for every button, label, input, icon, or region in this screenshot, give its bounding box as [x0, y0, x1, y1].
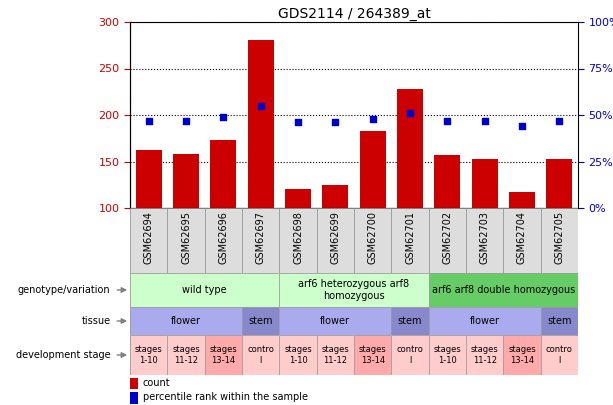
Text: GSM62703: GSM62703	[479, 211, 490, 264]
Text: GSM62702: GSM62702	[443, 211, 452, 264]
Text: arf6 arf8 double homozygous: arf6 arf8 double homozygous	[432, 285, 575, 295]
Text: stages
1-10: stages 1-10	[433, 345, 461, 364]
Text: percentile rank within the sample: percentile rank within the sample	[143, 392, 308, 403]
Bar	[130, 208, 578, 273]
Text: arf6 heterozygous arf8
homozygous: arf6 heterozygous arf8 homozygous	[299, 279, 409, 301]
Point	[443, 117, 452, 124]
Text: stages
1-10: stages 1-10	[135, 345, 162, 364]
Point	[256, 102, 265, 109]
Bar	[173, 154, 199, 208]
Text: stages
13-14: stages 13-14	[210, 345, 237, 364]
Text: GSM62704: GSM62704	[517, 211, 527, 264]
Text: stages
11-12: stages 11-12	[172, 345, 200, 364]
Bar	[130, 392, 138, 403]
Text: GSM62697: GSM62697	[256, 211, 265, 264]
Text: contro
l: contro l	[397, 345, 424, 364]
Point	[218, 114, 228, 120]
Bar	[471, 159, 498, 208]
Point	[554, 117, 564, 124]
Point	[405, 110, 415, 116]
Bar	[360, 131, 386, 208]
Text: stages
13-14: stages 13-14	[359, 345, 387, 364]
Text: stages
13-14: stages 13-14	[508, 345, 536, 364]
Text: GSM62701: GSM62701	[405, 211, 415, 264]
Text: flower: flower	[470, 316, 500, 326]
Text: genotype/variation: genotype/variation	[18, 285, 110, 295]
Point	[144, 117, 154, 124]
Text: flower: flower	[171, 316, 201, 326]
Point	[368, 115, 378, 122]
Text: development stage: development stage	[16, 350, 110, 360]
Bar	[434, 155, 460, 208]
Text: stages
1-10: stages 1-10	[284, 345, 312, 364]
Text: GSM62695: GSM62695	[181, 211, 191, 264]
Bar	[322, 185, 348, 208]
Text: count: count	[143, 378, 170, 388]
Text: GSM62696: GSM62696	[218, 211, 228, 264]
Text: GSM62698: GSM62698	[293, 211, 303, 264]
Text: stages
11-12: stages 11-12	[471, 345, 498, 364]
Bar	[397, 89, 423, 208]
Text: GSM62694: GSM62694	[143, 211, 154, 264]
Text: contro
l: contro l	[247, 345, 274, 364]
Bar	[135, 150, 162, 208]
Point	[517, 123, 527, 130]
Text: stem: stem	[398, 316, 422, 326]
Text: contro
l: contro l	[546, 345, 573, 364]
Text: GSM62699: GSM62699	[330, 211, 340, 264]
Point	[480, 117, 490, 124]
Point	[293, 119, 303, 126]
Bar	[546, 159, 573, 208]
Point	[181, 117, 191, 124]
Bar	[285, 190, 311, 208]
Title: GDS2114 / 264389_at: GDS2114 / 264389_at	[278, 7, 430, 21]
Bar	[130, 378, 138, 389]
Text: wild type: wild type	[182, 285, 227, 295]
Text: GSM62705: GSM62705	[554, 211, 565, 264]
Text: stages
11-12: stages 11-12	[321, 345, 349, 364]
Text: flower: flower	[321, 316, 351, 326]
Bar	[509, 192, 535, 208]
Bar	[248, 40, 274, 208]
Text: GSM62700: GSM62700	[368, 211, 378, 264]
Text: stem: stem	[547, 316, 571, 326]
Point	[330, 119, 340, 126]
Bar	[210, 140, 237, 208]
Text: stem: stem	[248, 316, 273, 326]
Text: tissue: tissue	[82, 316, 110, 326]
